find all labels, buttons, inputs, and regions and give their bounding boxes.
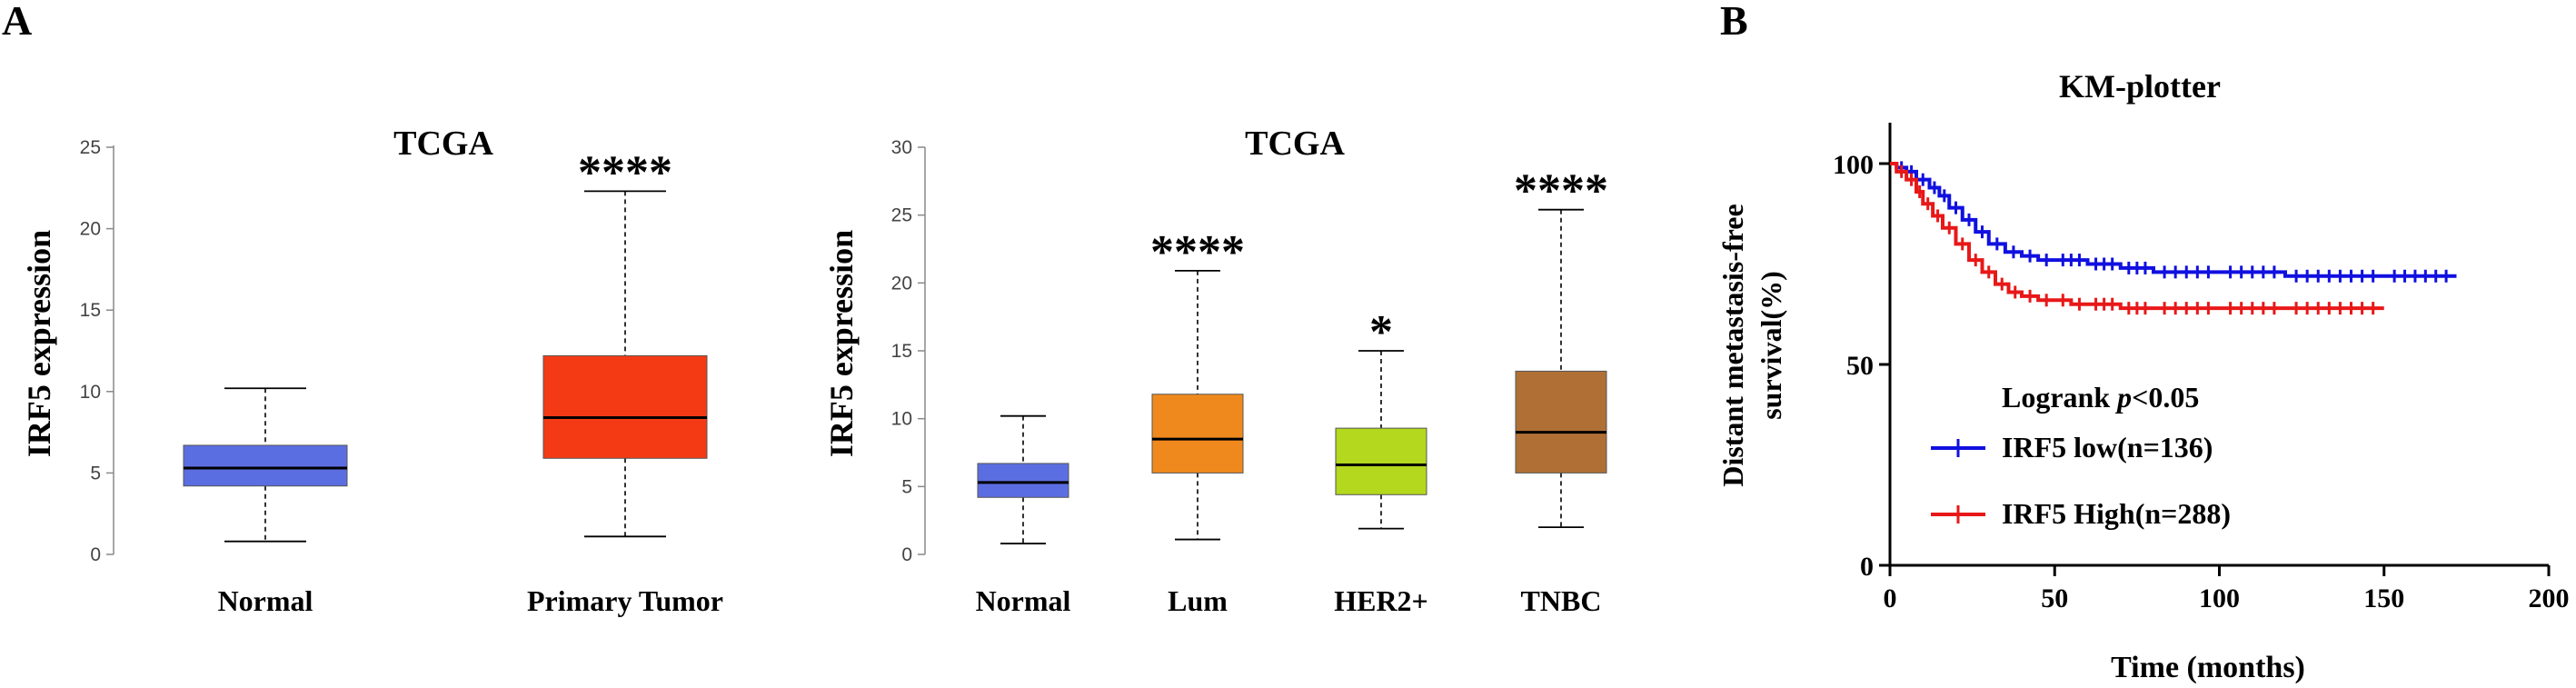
km-xlabel: Time (months) — [2111, 651, 2305, 684]
km-legend: Logrank p<0.05 IRF5 low(n=136) IRF5 High(… — [1931, 381, 2231, 530]
y-tick-label: 15 — [80, 300, 101, 321]
km-legend-item-low: IRF5 low(n=136) — [1931, 431, 2213, 464]
chart2-title: TCGA — [1245, 125, 1345, 163]
boxplot-tumor-vs-normal: TCGA IRF5 expression 0 5 10 15 20 25 **** Nor… — [21, 125, 723, 617]
category-label: Normal — [218, 584, 313, 617]
box-normal — [977, 414, 1069, 544]
km-x-tick-label: 200 — [2529, 583, 2570, 613]
y-tick-label: 20 — [80, 219, 101, 240]
iqr-box — [1151, 394, 1244, 474]
km-x-tick-label: 50 — [2041, 583, 2068, 613]
y-tick-label: 5 — [90, 463, 101, 484]
y-tick-label: 10 — [80, 382, 101, 403]
y-tick-label: 15 — [891, 341, 912, 362]
box-tnbc: **** — [1514, 165, 1608, 529]
box-primary-tumor: **** — [542, 146, 708, 538]
iqr-box — [1335, 427, 1427, 495]
box-lum: **** — [1150, 226, 1245, 541]
category-label: TNBC — [1521, 584, 1602, 617]
category-label: Normal — [976, 584, 1071, 617]
y-tick-label: 20 — [891, 273, 912, 294]
significance-label: **** — [1514, 165, 1608, 217]
km-y-tick-label: 100 — [1833, 150, 1874, 180]
km-curve — [1890, 162, 2384, 311]
significance-label: **** — [1150, 226, 1245, 278]
y-tick-label: 25 — [891, 205, 912, 226]
panel-label-b: B — [1720, 0, 1748, 44]
legend-label: IRF5 low(n=136) — [2002, 431, 2213, 464]
y-tick-label: 0 — [901, 544, 912, 565]
y-tick-label: 10 — [891, 409, 912, 430]
significance-label: **** — [578, 146, 672, 198]
km-x-tick-label: 150 — [2363, 583, 2404, 613]
km-y-tick-label: 0 — [1860, 552, 1874, 582]
panel-label-a: A — [2, 0, 33, 44]
km-y-tick-label: 50 — [1846, 351, 1874, 381]
km-x-tick-label: 0 — [1884, 583, 1897, 613]
km-ylabel-line1: Distant metastasis-free — [1716, 204, 1749, 486]
km-ylabel-line2: survival(%) — [1755, 271, 1787, 420]
y-tick-label: 30 — [891, 137, 912, 158]
km-series-high — [1890, 162, 2384, 315]
box-normal — [183, 387, 348, 543]
legend-label: IRF5 High(n=288) — [2002, 497, 2231, 530]
significance-label: * — [1369, 306, 1393, 358]
iqr-box — [1515, 370, 1607, 474]
chart2-ylabel: IRF5 expression — [823, 230, 860, 457]
category-label: Lum — [1168, 584, 1228, 617]
y-tick-label: 5 — [901, 476, 912, 497]
y-tick-label: 0 — [90, 544, 101, 565]
km-plot: KM-plotter Distant metastasis-free survi… — [1716, 68, 2570, 684]
chart1-ylabel: IRF5 expression — [21, 230, 57, 457]
iqr-box — [977, 463, 1069, 498]
km-legend-title: Logrank p<0.05 — [2002, 381, 2199, 414]
category-label: Primary Tumor — [527, 584, 723, 617]
km-legend-item-high: IRF5 High(n=288) — [1931, 497, 2231, 530]
km-title: KM-plotter — [2059, 68, 2221, 105]
iqr-box — [183, 444, 348, 487]
iqr-box — [542, 354, 708, 459]
km-x-tick-label: 100 — [2199, 583, 2240, 613]
chart1-title: TCGA — [393, 125, 493, 163]
category-label: HER2+ — [1334, 584, 1428, 617]
y-tick-label: 25 — [80, 137, 101, 158]
box-her2-: * — [1335, 306, 1427, 530]
